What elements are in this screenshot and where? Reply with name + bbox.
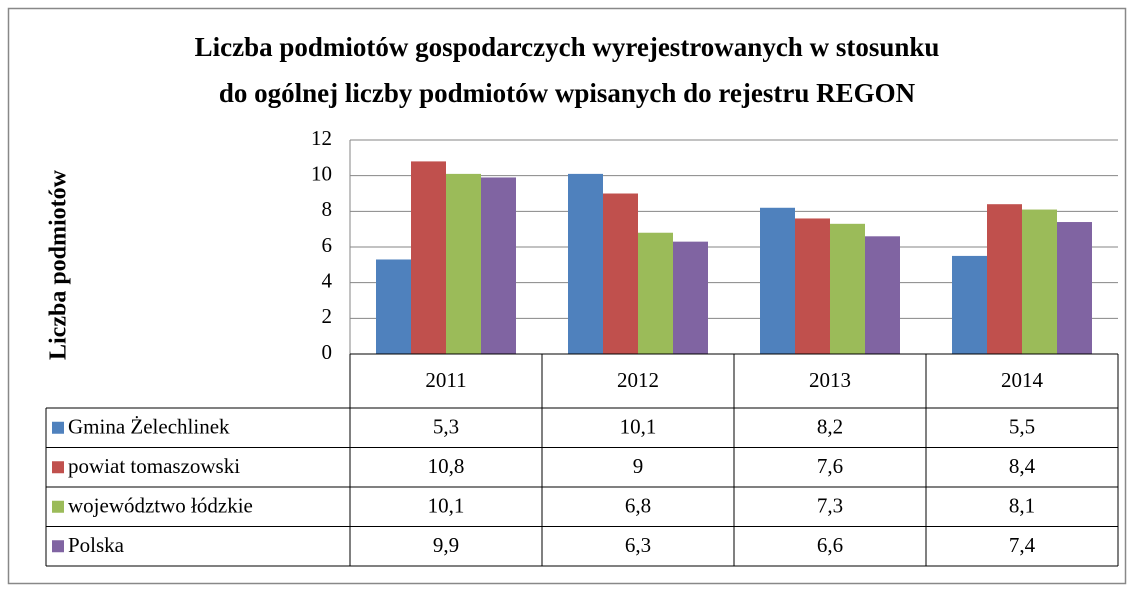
table-value: 8,4 (1009, 454, 1036, 478)
legend-key (52, 500, 64, 513)
bar (760, 207, 795, 354)
legend-label: Polska (68, 533, 125, 557)
table-value: 9 (633, 454, 644, 478)
table-value: 10,1 (620, 415, 657, 439)
y-tick-label: 10 (311, 161, 332, 185)
bar (865, 236, 900, 354)
y-tick-label: 2 (322, 304, 333, 328)
y-tick-label: 12 (311, 126, 332, 150)
chart-title: do ogólnej liczby podmiotów wpisanych do… (219, 78, 916, 108)
legend-key (52, 421, 64, 434)
bar (376, 259, 411, 354)
legend-label: Gmina Żelechlinek (68, 415, 230, 439)
table-value: 7,6 (817, 454, 843, 478)
table-value: 6,3 (625, 533, 651, 557)
table-value: 7,3 (817, 494, 843, 518)
y-tick-label: 0 (322, 340, 333, 364)
bar (481, 177, 516, 354)
bar (673, 241, 708, 354)
table-value: 5,3 (433, 415, 459, 439)
bar (830, 223, 865, 354)
bar (446, 173, 481, 354)
table-value: 10,1 (428, 494, 465, 518)
x-tick-label: 2014 (1001, 368, 1044, 392)
bar (952, 255, 987, 354)
x-tick-label: 2011 (425, 368, 466, 392)
bar (795, 218, 830, 354)
y-tick-label: 6 (322, 233, 333, 257)
table-value: 7,4 (1009, 533, 1036, 557)
y-axis-label: Liczba podmiotów (46, 169, 72, 360)
legend-label: województwo łódzkie (68, 494, 253, 518)
legend-key (52, 540, 64, 553)
bar (568, 173, 603, 354)
table-value: 8,1 (1009, 494, 1035, 518)
bar (603, 193, 638, 354)
table-value: 9,9 (433, 533, 459, 557)
table-value: 5,5 (1009, 415, 1035, 439)
table-value: 8,2 (817, 415, 843, 439)
x-tick-label: 2013 (809, 368, 851, 392)
table-value: 6,6 (817, 533, 843, 557)
bar (987, 204, 1022, 354)
x-tick-label: 2012 (617, 368, 659, 392)
chart-title: Liczba podmiotów gospodarczych wyrejestr… (195, 32, 940, 62)
bar (1057, 222, 1092, 354)
legend-key (52, 461, 64, 474)
legend-label: powiat tomaszowski (68, 454, 240, 478)
y-tick-label: 8 (322, 197, 333, 221)
chart-border (7, 7, 1127, 585)
table-value: 6,8 (625, 494, 651, 518)
bar (411, 161, 446, 354)
bar (638, 232, 673, 354)
bar (1022, 209, 1057, 354)
table-value: 10,8 (428, 454, 465, 478)
y-tick-label: 4 (322, 268, 333, 292)
